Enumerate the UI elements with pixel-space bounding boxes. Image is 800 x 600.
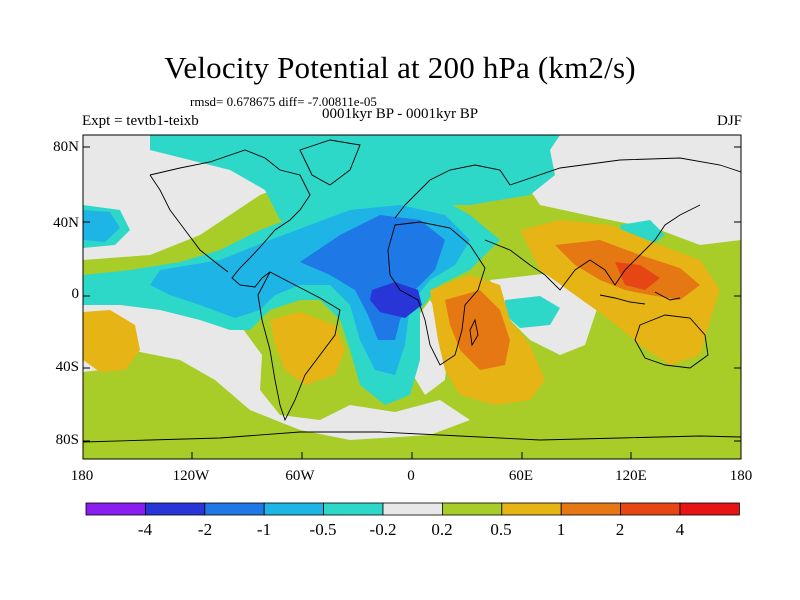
colorbar-label: 0.2 [431,520,453,539]
lon-tick-120e: 120E [615,468,647,484]
colorbar-label: -2 [197,520,213,539]
colorbar-swatch [560,502,622,516]
lon-tick-0: 0 [407,468,415,484]
lon-tick-180e: 180 [729,468,753,484]
lon-tick-120w: 120W [172,468,210,484]
lat-tick-40n: 40N [53,215,79,231]
colorbar-label: 4 [675,520,685,539]
colorbar-swatch [323,502,384,516]
colorbar-label: 0.5 [490,520,512,539]
colorbar-swatch [620,502,681,516]
colorbar-label: -1 [256,520,272,539]
positive-zone [83,310,140,372]
negative-zone [370,282,422,318]
rmsd-diff-subtitle: rmsd= 0.678675 diff= -7.00811e-05 [190,94,377,109]
lon-tick-60w: 60W [285,468,315,484]
colorbar-swatch [679,502,740,516]
colorbar-swatch [85,502,146,516]
colorbar-swatch [204,502,265,516]
colorbar-label: 1 [556,520,566,539]
colorbar-swatch [441,502,503,516]
period-label: 0001kyr BP - 0001kyr BP [322,106,479,122]
colorbar-swatch [501,502,562,516]
lat-tick-80n: 80N [53,139,79,155]
neutral-zone [83,300,470,440]
lat-tick-eq: 0 [71,286,80,302]
negative-zone [300,215,445,340]
colorbar-swatch [144,502,206,516]
colorbar-label: -0.5 [309,520,337,539]
colorbar [85,502,740,516]
colorbar-swatch [382,502,443,516]
lon-tick-180w: 180 [70,468,94,484]
experiment-label: Expt = tevtb1-teixb [82,113,199,129]
season-label: DJF [716,113,742,129]
negative-zone [150,135,560,230]
chart-title: Velocity Potential at 200 hPa (km2/s) [164,50,636,85]
lat-tick-40s: 40S [55,359,79,375]
coastlines [83,139,741,443]
colorbar-label: 2 [615,520,625,539]
positive-zone [270,312,345,385]
axis-ticks [82,146,742,459]
colorbar-swatch [263,502,325,516]
positive-zone [445,290,510,370]
lat-tick-80s: 80S [55,432,79,448]
colorbar-label: -4 [137,520,153,539]
lon-tick-60e: 60E [508,468,534,484]
negative-zone [505,296,560,328]
colorbar-label: -0.2 [369,520,397,539]
velocity-potential-field [83,135,741,459]
negative-zone [83,210,120,242]
